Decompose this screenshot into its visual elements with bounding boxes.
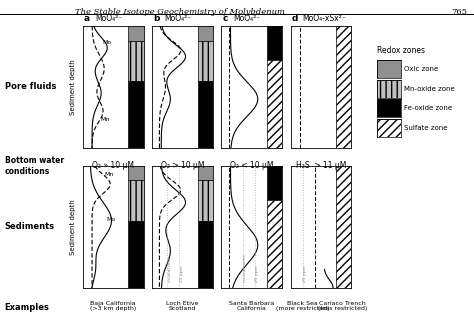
Text: Santa Barbara
California: Santa Barbara California bbox=[229, 301, 274, 311]
Text: The Stable Isotope Geochemistry of Molybdenum: The Stable Isotope Geochemistry of Molyb… bbox=[75, 8, 285, 16]
Bar bbox=[267, 166, 282, 200]
Text: MoO₄²⁻: MoO₄²⁻ bbox=[233, 14, 260, 23]
Text: Fe-oxide zone: Fe-oxide zone bbox=[404, 105, 453, 111]
Text: Sulfate zone: Sulfate zone bbox=[404, 124, 448, 131]
Text: O₂ < 10 μM: O₂ < 10 μM bbox=[230, 161, 273, 170]
Bar bbox=[128, 41, 144, 81]
Bar bbox=[198, 166, 213, 180]
Text: 25 ppm: 25 ppm bbox=[255, 265, 259, 281]
Text: Bottom water
conditions: Bottom water conditions bbox=[5, 156, 64, 176]
Text: Sediment depth: Sediment depth bbox=[71, 199, 76, 254]
Bar bbox=[128, 26, 144, 41]
Text: Baja California
(>3 km depth): Baja California (>3 km depth) bbox=[90, 301, 137, 311]
Text: Sediment depth: Sediment depth bbox=[71, 59, 76, 115]
Bar bbox=[267, 200, 282, 288]
Bar bbox=[128, 166, 144, 180]
Text: 25 ppm: 25 ppm bbox=[180, 265, 184, 281]
Text: 25 ppm: 25 ppm bbox=[303, 265, 307, 281]
Text: Mn-oxide zone: Mn-oxide zone bbox=[404, 85, 455, 92]
Text: crustal rocks: crustal rocks bbox=[168, 254, 172, 281]
Bar bbox=[198, 221, 213, 288]
Bar bbox=[198, 26, 213, 41]
Text: 765: 765 bbox=[451, 8, 467, 16]
Bar bbox=[128, 81, 144, 148]
Text: Loch Etive
Scotland: Loch Etive Scotland bbox=[166, 301, 199, 311]
Text: a: a bbox=[84, 14, 90, 23]
Text: b: b bbox=[153, 14, 159, 23]
Text: Mo: Mo bbox=[106, 216, 115, 222]
Text: O₂ > 10 μM: O₂ > 10 μM bbox=[161, 161, 204, 170]
Text: MoO₄²⁻: MoO₄²⁻ bbox=[164, 14, 191, 23]
Bar bbox=[198, 180, 213, 221]
Bar bbox=[336, 166, 351, 288]
Text: Cariaco Trench
(less restricted): Cariaco Trench (less restricted) bbox=[318, 301, 367, 311]
Text: Pore fluids: Pore fluids bbox=[5, 83, 56, 91]
Text: Examples: Examples bbox=[5, 303, 50, 312]
Bar bbox=[198, 81, 213, 148]
Text: c: c bbox=[222, 14, 228, 23]
Bar bbox=[267, 60, 282, 148]
Text: Sediments: Sediments bbox=[5, 222, 55, 231]
Bar bbox=[267, 26, 282, 60]
Bar bbox=[336, 26, 351, 148]
Text: O₂ » 10 μM: O₂ » 10 μM bbox=[92, 161, 134, 170]
Text: MoO₄²⁻: MoO₄²⁻ bbox=[95, 14, 122, 23]
Text: Oxic zone: Oxic zone bbox=[404, 66, 438, 72]
Text: Black Sea
(more restricted): Black Sea (more restricted) bbox=[276, 301, 329, 311]
Text: d: d bbox=[292, 14, 298, 23]
Text: MoO₄-xSx²⁻: MoO₄-xSx²⁻ bbox=[302, 14, 346, 23]
Text: H₂S  > 11 μM: H₂S > 11 μM bbox=[296, 161, 346, 170]
Bar bbox=[128, 221, 144, 288]
Text: Mn: Mn bbox=[104, 172, 114, 176]
Bar bbox=[198, 41, 213, 81]
Bar bbox=[128, 180, 144, 221]
Text: Mn: Mn bbox=[100, 117, 109, 122]
Text: Redox zones: Redox zones bbox=[377, 46, 425, 55]
Text: Mo: Mo bbox=[102, 40, 111, 45]
Text: crustal rocks: crustal rocks bbox=[243, 254, 247, 281]
